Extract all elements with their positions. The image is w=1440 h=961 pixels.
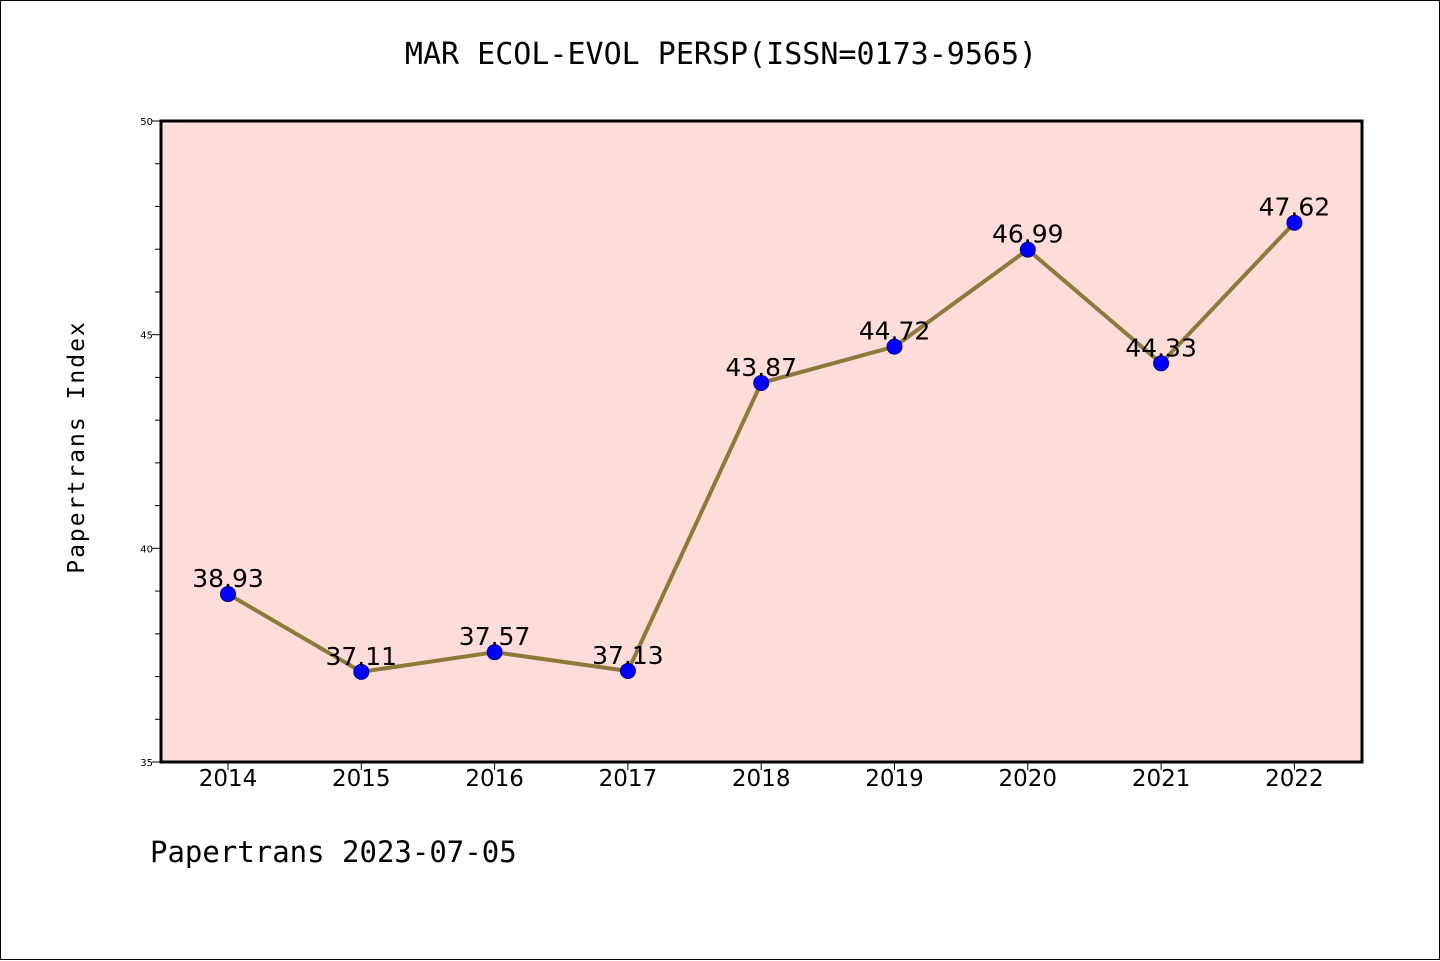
plot-border [159, 119, 1364, 764]
footer-text: Papertrans 2023-07-05 [150, 835, 517, 869]
x-tick-label: 2016 [465, 766, 524, 792]
x-tick-label: 2019 [865, 766, 924, 792]
data-point [220, 586, 236, 603]
x-tick-label: 2014 [199, 766, 258, 792]
data-label: 38.93 [192, 564, 264, 593]
data-label: 37.11 [326, 642, 398, 671]
data-point [1153, 355, 1170, 372]
x-tick-label: 2020 [999, 766, 1058, 792]
plot-background [161, 121, 1362, 762]
y-tick-label: 35 [140, 758, 153, 769]
y-tick-label: 45 [140, 331, 153, 342]
x-tick-label: 2021 [1132, 766, 1191, 792]
data-point [619, 662, 636, 679]
x-tick-label: 2017 [599, 766, 658, 792]
data-label: 44.72 [859, 317, 931, 346]
data-label: 37.57 [459, 622, 531, 651]
data-label: 47.62 [1259, 193, 1331, 222]
y-tick-label: 40 [140, 544, 153, 555]
data-point [886, 338, 903, 355]
y-tick-label: 50 [140, 117, 153, 128]
x-tick-label: 2015 [332, 766, 391, 792]
chart-title: MAR ECOL-EVOL PERSP(ISSN=0173-9565) [404, 37, 1038, 72]
data-label: 43.87 [725, 353, 797, 382]
data-point [1019, 241, 1036, 258]
data-point [1286, 214, 1303, 231]
data-label: 37.13 [592, 641, 664, 670]
data-point [753, 374, 770, 391]
x-tick-label: 2022 [1265, 766, 1324, 792]
data-point [486, 644, 503, 661]
data-label: 44.33 [1125, 333, 1197, 362]
data-point [353, 663, 370, 680]
data-label: 46.99 [992, 220, 1064, 249]
x-tick-label: 2018 [732, 766, 791, 792]
